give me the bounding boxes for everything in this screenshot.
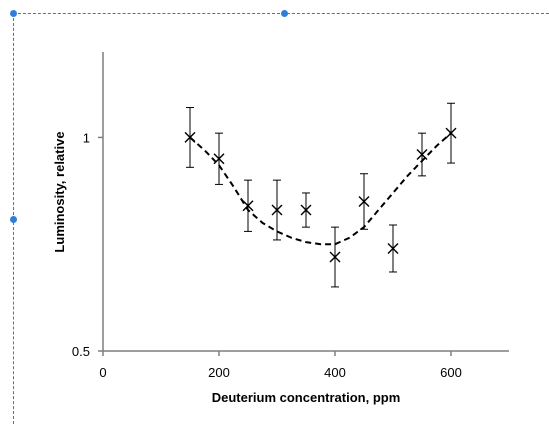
- x-tick-label: 0: [99, 365, 106, 380]
- data-point: [271, 179, 283, 241]
- selection-handle-top-middle[interactable]: [281, 10, 288, 17]
- x-tick-label: 600: [440, 365, 462, 380]
- x-marker-stroke: [184, 131, 196, 143]
- data-point: [416, 132, 428, 177]
- data-point: [445, 102, 457, 164]
- trend-line: [189, 132, 452, 246]
- ticks: 0 200 400 600 0.5 1: [72, 130, 462, 380]
- data-point: [242, 179, 254, 232]
- axes: [102, 52, 509, 352]
- data-point: [184, 107, 196, 168]
- x-marker-stroke: [416, 149, 428, 161]
- selection-handle-middle-left[interactable]: [10, 216, 17, 223]
- data-point: [358, 173, 370, 230]
- y-tick-label: 1: [83, 130, 90, 145]
- x-marker-stroke: [213, 153, 225, 165]
- data-point: [213, 132, 225, 185]
- x-marker-stroke: [387, 242, 399, 254]
- data-point: [387, 224, 399, 273]
- trend-layer: [189, 132, 452, 246]
- selection-handle-top-left[interactable]: [10, 10, 17, 17]
- x-tick-label: 400: [324, 365, 346, 380]
- x-axis-title: Deuterium concentration, ppm: [212, 390, 401, 405]
- data-point: [329, 226, 341, 288]
- data-points: [184, 102, 457, 288]
- x-marker-stroke: [242, 200, 254, 212]
- y-tick-label: 0.5: [72, 344, 90, 359]
- data-point: [300, 192, 312, 228]
- x-marker-stroke: [271, 204, 283, 216]
- x-marker-stroke: [300, 204, 312, 216]
- x-marker-stroke: [358, 196, 370, 207]
- x-tick-label: 200: [208, 365, 230, 380]
- x-marker-stroke: [329, 251, 341, 263]
- x-marker-stroke: [445, 127, 457, 139]
- y-axis-title: Luminosity, relative: [52, 131, 67, 252]
